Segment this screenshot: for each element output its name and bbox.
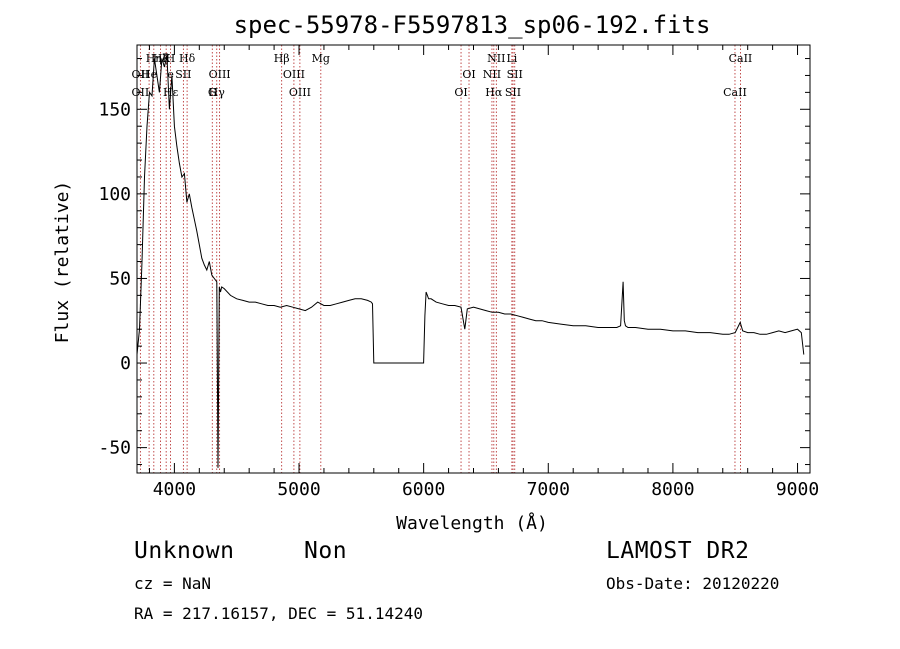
- x-tick-label: 7000: [527, 479, 570, 500]
- spectral-line-label: CaII: [723, 86, 747, 99]
- x-tick-label: 5000: [277, 479, 320, 500]
- spectral-line-label: Hγ: [209, 86, 226, 99]
- x-axis: 4000 5000 6000 7000 8000 9000: [148, 45, 819, 500]
- spectral-line-label: Hζ: [153, 52, 169, 65]
- y-axis: -50 0 50 100 150: [98, 58, 810, 466]
- chart-title: spec-55978-F5597813_sp06-192.fits: [234, 11, 711, 39]
- spectral-line-label: OIII: [283, 68, 305, 81]
- spectral-line-label: G: [208, 86, 217, 99]
- y-tick-label: 50: [109, 268, 131, 289]
- y-axis-label: Flux (relative): [52, 181, 73, 344]
- x-tick-label: 6000: [402, 479, 445, 500]
- spectral-line-label: Hβ: [274, 52, 290, 65]
- spectral-line-label: SII: [505, 86, 521, 99]
- y-tick-label: 0: [120, 353, 131, 374]
- spectral-line-label: H: [166, 52, 176, 65]
- spectral-line-label: SII: [507, 68, 523, 81]
- x-tick-label: 9000: [776, 479, 819, 500]
- coordinates-text: RA = 217.16157, DEC = 51.14240: [134, 604, 423, 623]
- spectral-line-label: OIII: [289, 86, 311, 99]
- spectrum-line: [137, 55, 805, 468]
- spectral-line-label: CaII: [729, 52, 753, 65]
- survey-name: LAMOST DR2: [606, 538, 750, 564]
- object-class: Unknown: [134, 538, 235, 564]
- spectral-line-label: e: [167, 68, 174, 81]
- redshift-text: cz = NaN: [134, 574, 212, 593]
- spectral-line-label: Hα: [485, 86, 503, 99]
- x-axis-label: Wavelength (Å): [396, 512, 548, 534]
- spectral-line-label: OII: [132, 68, 150, 81]
- object-subclass: Non: [304, 538, 348, 564]
- spectral-line-label: He: [141, 68, 157, 81]
- spectrum-series: [137, 55, 805, 468]
- x-tick-label: 4000: [153, 479, 196, 500]
- spectral-line-label: Hδ: [179, 52, 196, 65]
- spectral-line-label: Hη: [146, 52, 162, 65]
- y-tick-label: 150: [98, 99, 131, 120]
- spectral-line-label: NII: [487, 52, 505, 65]
- obs-date-text: Obs-Date: 20120220: [606, 574, 780, 593]
- x-tick-label: 8000: [651, 479, 694, 500]
- y-tick-label: -50: [98, 438, 131, 459]
- spectral-line-label: Mg: [312, 52, 330, 65]
- spectral-line-label: NII: [483, 68, 501, 81]
- spectral-line-label: OI: [462, 68, 475, 81]
- line-markers: [139, 45, 741, 473]
- spectral-line-label: OI: [454, 86, 467, 99]
- spectral-line-label: OIII: [209, 68, 231, 81]
- spectral-line-label: Li: [506, 52, 517, 65]
- spectral-line-label: SII: [175, 68, 191, 81]
- y-tick-label: 100: [98, 184, 131, 205]
- plot-frame: [136, 44, 811, 474]
